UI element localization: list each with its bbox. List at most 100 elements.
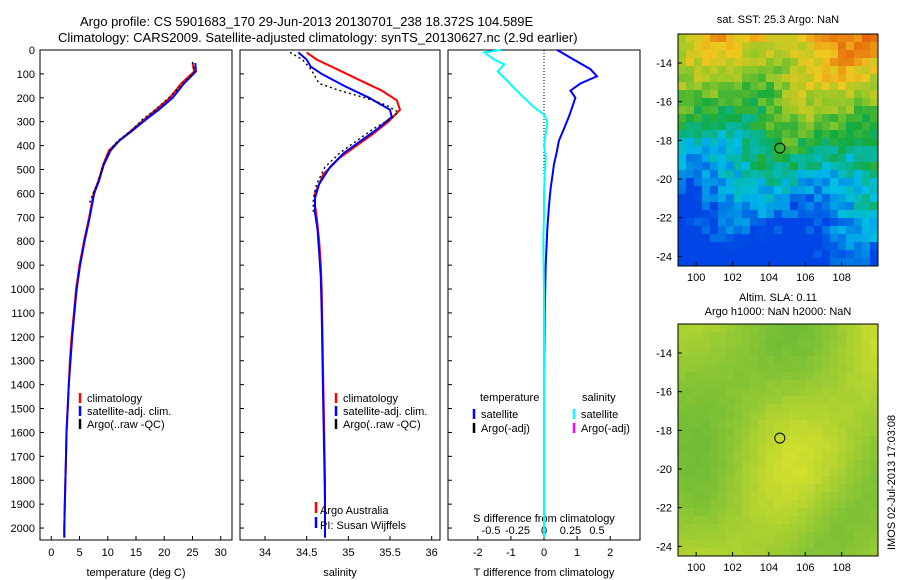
map-x-tick-label: 108 xyxy=(832,562,850,574)
map-cell xyxy=(814,138,823,147)
map-cell xyxy=(758,444,767,453)
map-cell xyxy=(774,138,783,147)
map-cell xyxy=(726,484,735,493)
map-cell xyxy=(686,380,695,389)
map-cell xyxy=(870,524,879,533)
legend-label: satellite xyxy=(481,409,518,421)
map-cell xyxy=(846,348,855,357)
x-tick-label: 36 xyxy=(426,547,438,559)
map-cell xyxy=(702,548,711,557)
map-cell xyxy=(806,34,815,43)
map-cell xyxy=(774,356,783,365)
map-cell xyxy=(742,162,751,171)
y-tick-label: 1100 xyxy=(11,308,35,320)
map-cell xyxy=(766,74,775,83)
map-cell xyxy=(758,186,767,195)
map-cell xyxy=(782,340,791,349)
map-cell xyxy=(806,380,815,389)
map-cell xyxy=(702,50,711,59)
map-cell xyxy=(734,332,743,341)
map-cell xyxy=(814,146,823,155)
map-cell xyxy=(838,412,847,421)
map-cell xyxy=(814,234,823,243)
map-cell xyxy=(750,340,759,349)
map-cell xyxy=(710,130,719,139)
map-cell xyxy=(694,388,703,397)
map-cell xyxy=(822,74,831,83)
map-cell xyxy=(750,412,759,421)
map-cell xyxy=(854,348,863,357)
map-cell xyxy=(838,452,847,461)
map-cell xyxy=(862,548,871,557)
map-cell xyxy=(862,492,871,501)
map-cell xyxy=(838,218,847,227)
map-cell xyxy=(766,202,775,211)
map-cell xyxy=(870,162,879,171)
map-cell xyxy=(814,130,823,139)
map-cell xyxy=(846,250,855,259)
map-cell xyxy=(734,428,743,437)
y-tick-label: 400 xyxy=(17,141,35,153)
map-cell xyxy=(790,420,799,429)
map-cell xyxy=(750,226,759,235)
map-cell xyxy=(822,82,831,91)
map-cell xyxy=(694,138,703,147)
map-cell xyxy=(694,258,703,267)
map-cell xyxy=(806,90,815,99)
map-cell xyxy=(862,50,871,59)
map-cell xyxy=(726,508,735,517)
map-cell xyxy=(766,484,775,493)
map-cell xyxy=(702,234,711,243)
map-cell xyxy=(766,194,775,203)
map-cell xyxy=(766,516,775,525)
map-cell xyxy=(870,82,879,91)
map-title-line1: Altim. SLA: 0.11 xyxy=(739,292,817,304)
map-cell xyxy=(870,226,879,235)
map-cell xyxy=(862,356,871,365)
map-cell xyxy=(726,468,735,477)
map-cell xyxy=(846,226,855,235)
map-cell xyxy=(870,412,879,421)
map-cell xyxy=(758,340,767,349)
map-cell xyxy=(750,500,759,509)
map-cell xyxy=(838,396,847,405)
map-cell xyxy=(798,178,807,187)
map-cell xyxy=(742,42,751,51)
map-cell xyxy=(678,202,687,211)
map-cell xyxy=(710,98,719,107)
figure-title-line1: Argo profile: CS 5901683_170 29-Jun-2013… xyxy=(80,14,534,29)
map-cell xyxy=(750,516,759,525)
x-tick-label: 30 xyxy=(215,547,227,559)
s-tick-label: -0.25 xyxy=(505,525,530,537)
map-cell xyxy=(718,186,727,195)
map-cell xyxy=(798,452,807,461)
map-cell xyxy=(814,524,823,533)
map-cell xyxy=(734,444,743,453)
map-cell xyxy=(758,42,767,51)
map-cell xyxy=(694,332,703,341)
legend-label: Argo(-adj) xyxy=(481,423,530,435)
map-cell xyxy=(726,548,735,557)
map-cell xyxy=(830,194,839,203)
map-cell xyxy=(702,436,711,445)
map-cell xyxy=(766,42,775,51)
map-y-tick-label: -22 xyxy=(656,503,672,515)
map-cell xyxy=(846,356,855,365)
map-cell xyxy=(742,138,751,147)
map-cell xyxy=(742,356,751,365)
map-cell xyxy=(750,82,759,91)
map-cell xyxy=(774,210,783,219)
map-cell xyxy=(782,234,791,243)
map-cell xyxy=(798,250,807,259)
map-cell xyxy=(822,500,831,509)
map-cell xyxy=(798,532,807,541)
map-cell xyxy=(710,372,719,381)
map-cell xyxy=(710,178,719,187)
map-cell xyxy=(830,372,839,381)
map-cell xyxy=(782,226,791,235)
map-cell xyxy=(806,154,815,163)
map-cell xyxy=(782,548,791,557)
map-cell xyxy=(678,452,687,461)
